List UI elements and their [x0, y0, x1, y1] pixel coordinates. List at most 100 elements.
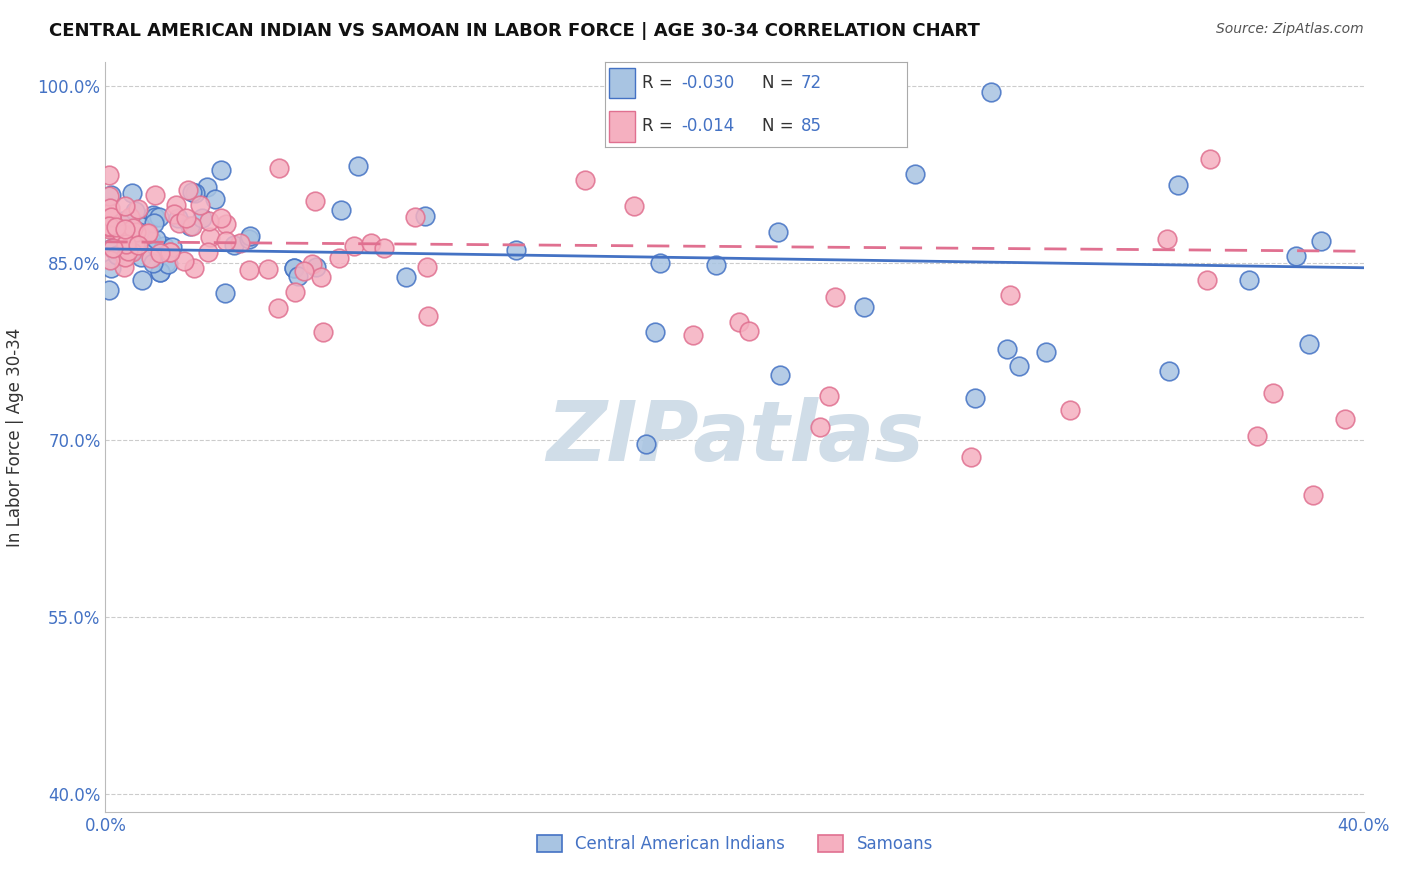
Point — [156, 257, 179, 271]
Point — [215, 234, 238, 248]
Point — [229, 236, 252, 251]
Point — [115, 235, 138, 249]
Point — [98, 253, 121, 268]
Point — [1334, 411, 1357, 425]
Point — [97, 222, 120, 236]
Text: 72: 72 — [801, 74, 823, 92]
Point — [100, 211, 122, 225]
Point — [166, 211, 188, 225]
Point — [184, 186, 207, 200]
Point — [1159, 364, 1181, 378]
Point — [121, 221, 143, 235]
Point — [179, 219, 201, 233]
Point — [1285, 249, 1308, 263]
Point — [418, 309, 440, 323]
Point — [142, 255, 165, 269]
Point — [100, 241, 122, 255]
Point — [623, 199, 645, 213]
Point — [198, 230, 221, 244]
Point — [127, 202, 149, 216]
Point — [283, 260, 305, 275]
Point — [177, 183, 200, 197]
Point — [328, 251, 350, 265]
Point — [292, 264, 315, 278]
Point — [117, 244, 139, 258]
Point — [129, 250, 152, 264]
Point — [644, 326, 666, 340]
Point — [634, 437, 657, 451]
Point — [114, 237, 136, 252]
Point — [162, 240, 184, 254]
Legend: Central American Indians, Samoans: Central American Indians, Samoans — [530, 828, 939, 860]
Point — [1000, 288, 1022, 302]
Point — [149, 245, 172, 260]
Point — [152, 239, 174, 253]
Point — [1059, 402, 1081, 417]
Point — [128, 225, 150, 239]
Text: -0.014: -0.014 — [682, 117, 735, 135]
Point — [963, 391, 986, 405]
Point — [904, 167, 927, 181]
Point — [173, 253, 195, 268]
Point — [215, 217, 238, 231]
Point — [149, 265, 172, 279]
Point — [238, 232, 260, 246]
Text: ZIPatlas: ZIPatlas — [546, 397, 924, 477]
Point — [824, 290, 846, 304]
Point — [166, 198, 188, 212]
Point — [204, 192, 226, 206]
Point — [190, 197, 212, 211]
Point — [706, 258, 728, 272]
Point — [995, 342, 1018, 356]
Point — [416, 260, 439, 275]
Point — [145, 232, 167, 246]
Point — [1246, 429, 1268, 443]
Point — [1197, 273, 1219, 287]
Y-axis label: In Labor Force | Age 30-34: In Labor Force | Age 30-34 — [6, 327, 24, 547]
Text: 85: 85 — [801, 117, 823, 135]
Point — [118, 210, 141, 224]
FancyBboxPatch shape — [609, 68, 636, 98]
Point — [121, 244, 143, 259]
Point — [183, 261, 205, 276]
Point — [139, 233, 162, 247]
Point — [124, 204, 146, 219]
Point — [1008, 359, 1031, 373]
Point — [159, 245, 181, 260]
Point — [1237, 273, 1260, 287]
Point — [283, 261, 305, 276]
FancyBboxPatch shape — [609, 112, 636, 142]
Point — [817, 389, 839, 403]
Point — [394, 270, 416, 285]
Point — [980, 85, 1002, 99]
Point — [1167, 178, 1189, 192]
Point — [238, 262, 260, 277]
Point — [174, 211, 197, 225]
Point — [97, 220, 120, 235]
Point — [139, 251, 162, 265]
Point — [191, 211, 214, 226]
Point — [738, 324, 761, 338]
Text: CENTRAL AMERICAN INDIAN VS SAMOAN IN LABOR FORCE | AGE 30-34 CORRELATION CHART: CENTRAL AMERICAN INDIAN VS SAMOAN IN LAB… — [49, 22, 980, 40]
Point — [112, 214, 135, 228]
Point — [267, 301, 290, 315]
Point — [198, 213, 221, 227]
Point — [960, 450, 983, 464]
Point — [728, 315, 751, 329]
Point — [856, 115, 879, 129]
Point — [769, 368, 792, 382]
Point — [209, 163, 232, 178]
Text: -0.030: -0.030 — [682, 74, 735, 92]
Point — [98, 201, 121, 215]
Point — [284, 285, 307, 299]
Point — [131, 273, 153, 287]
Point — [100, 261, 122, 276]
Point — [309, 270, 332, 285]
Point — [148, 210, 170, 224]
Point — [143, 187, 166, 202]
Point — [131, 230, 153, 244]
Point — [239, 229, 262, 244]
Point — [124, 236, 146, 251]
Point — [136, 227, 159, 241]
Text: N =: N = — [762, 74, 799, 92]
